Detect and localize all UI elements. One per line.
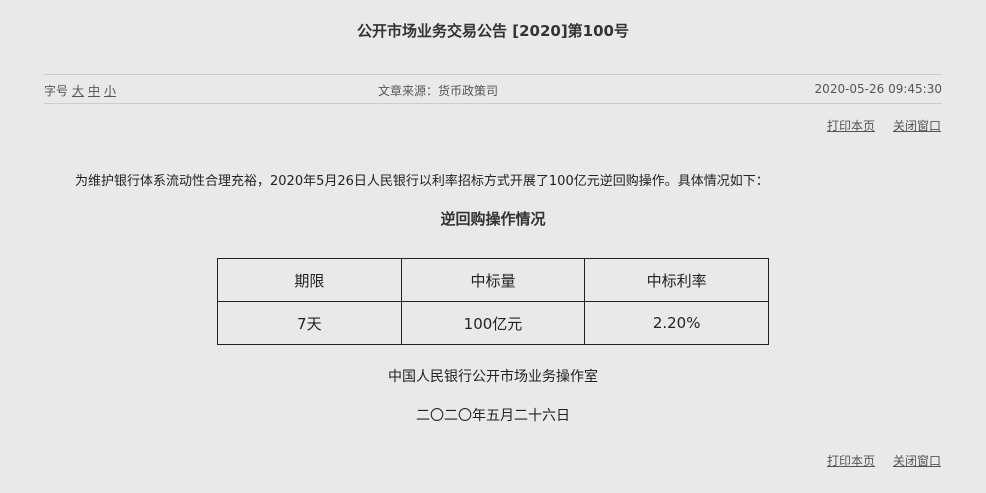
table-row: 7天 100亿元 2.20%	[217, 301, 769, 345]
page-title: 公开市场业务交易公告 [2020]第100号	[357, 22, 629, 40]
close-window-link[interactable]: 关闭窗口	[892, 119, 941, 133]
print-link[interactable]: 打印本页	[826, 119, 875, 133]
header-amount: 中标量	[400, 258, 586, 302]
cell-term: 7天	[217, 301, 402, 345]
operation-table: 期限 中标量 中标利率 7天 100亿元 2.20%	[217, 258, 769, 345]
font-small-link[interactable]: 小	[104, 84, 117, 98]
cell-amount: 100亿元	[400, 301, 586, 345]
font-medium-link[interactable]: 中	[88, 84, 101, 98]
publish-datetime: 2020-05-26 09:45:30	[814, 82, 942, 96]
article-source: 文章来源：货币政策司	[378, 84, 499, 98]
signature-date: 二〇二〇年五月二十六日	[416, 408, 570, 424]
bottom-links: 打印本页 关闭窗口	[809, 452, 941, 469]
font-large-link[interactable]: 大	[72, 84, 85, 98]
header-term: 期限	[217, 258, 402, 302]
signature-org: 中国人民银行公开市场业务操作室	[388, 369, 598, 385]
print-link[interactable]: 打印本页	[826, 454, 875, 468]
font-size-label: 字号	[44, 84, 69, 98]
close-window-link[interactable]: 关闭窗口	[892, 454, 941, 468]
announcement-paragraph: 为维护银行体系流动性合理充裕，2020年5月26日人民银行以利率招标方式开展了1…	[75, 174, 769, 189]
meta-bar: 字号大中小 文章来源：货币政策司 2020-05-26 09:45:30	[44, 74, 942, 104]
cell-rate: 2.20%	[584, 301, 769, 345]
header-rate: 中标利率	[584, 258, 769, 302]
section-title: 逆回购操作情况	[440, 210, 546, 228]
top-links: 打印本页 关闭窗口	[809, 117, 941, 134]
table-header-row: 期限 中标量 中标利率	[217, 258, 769, 302]
